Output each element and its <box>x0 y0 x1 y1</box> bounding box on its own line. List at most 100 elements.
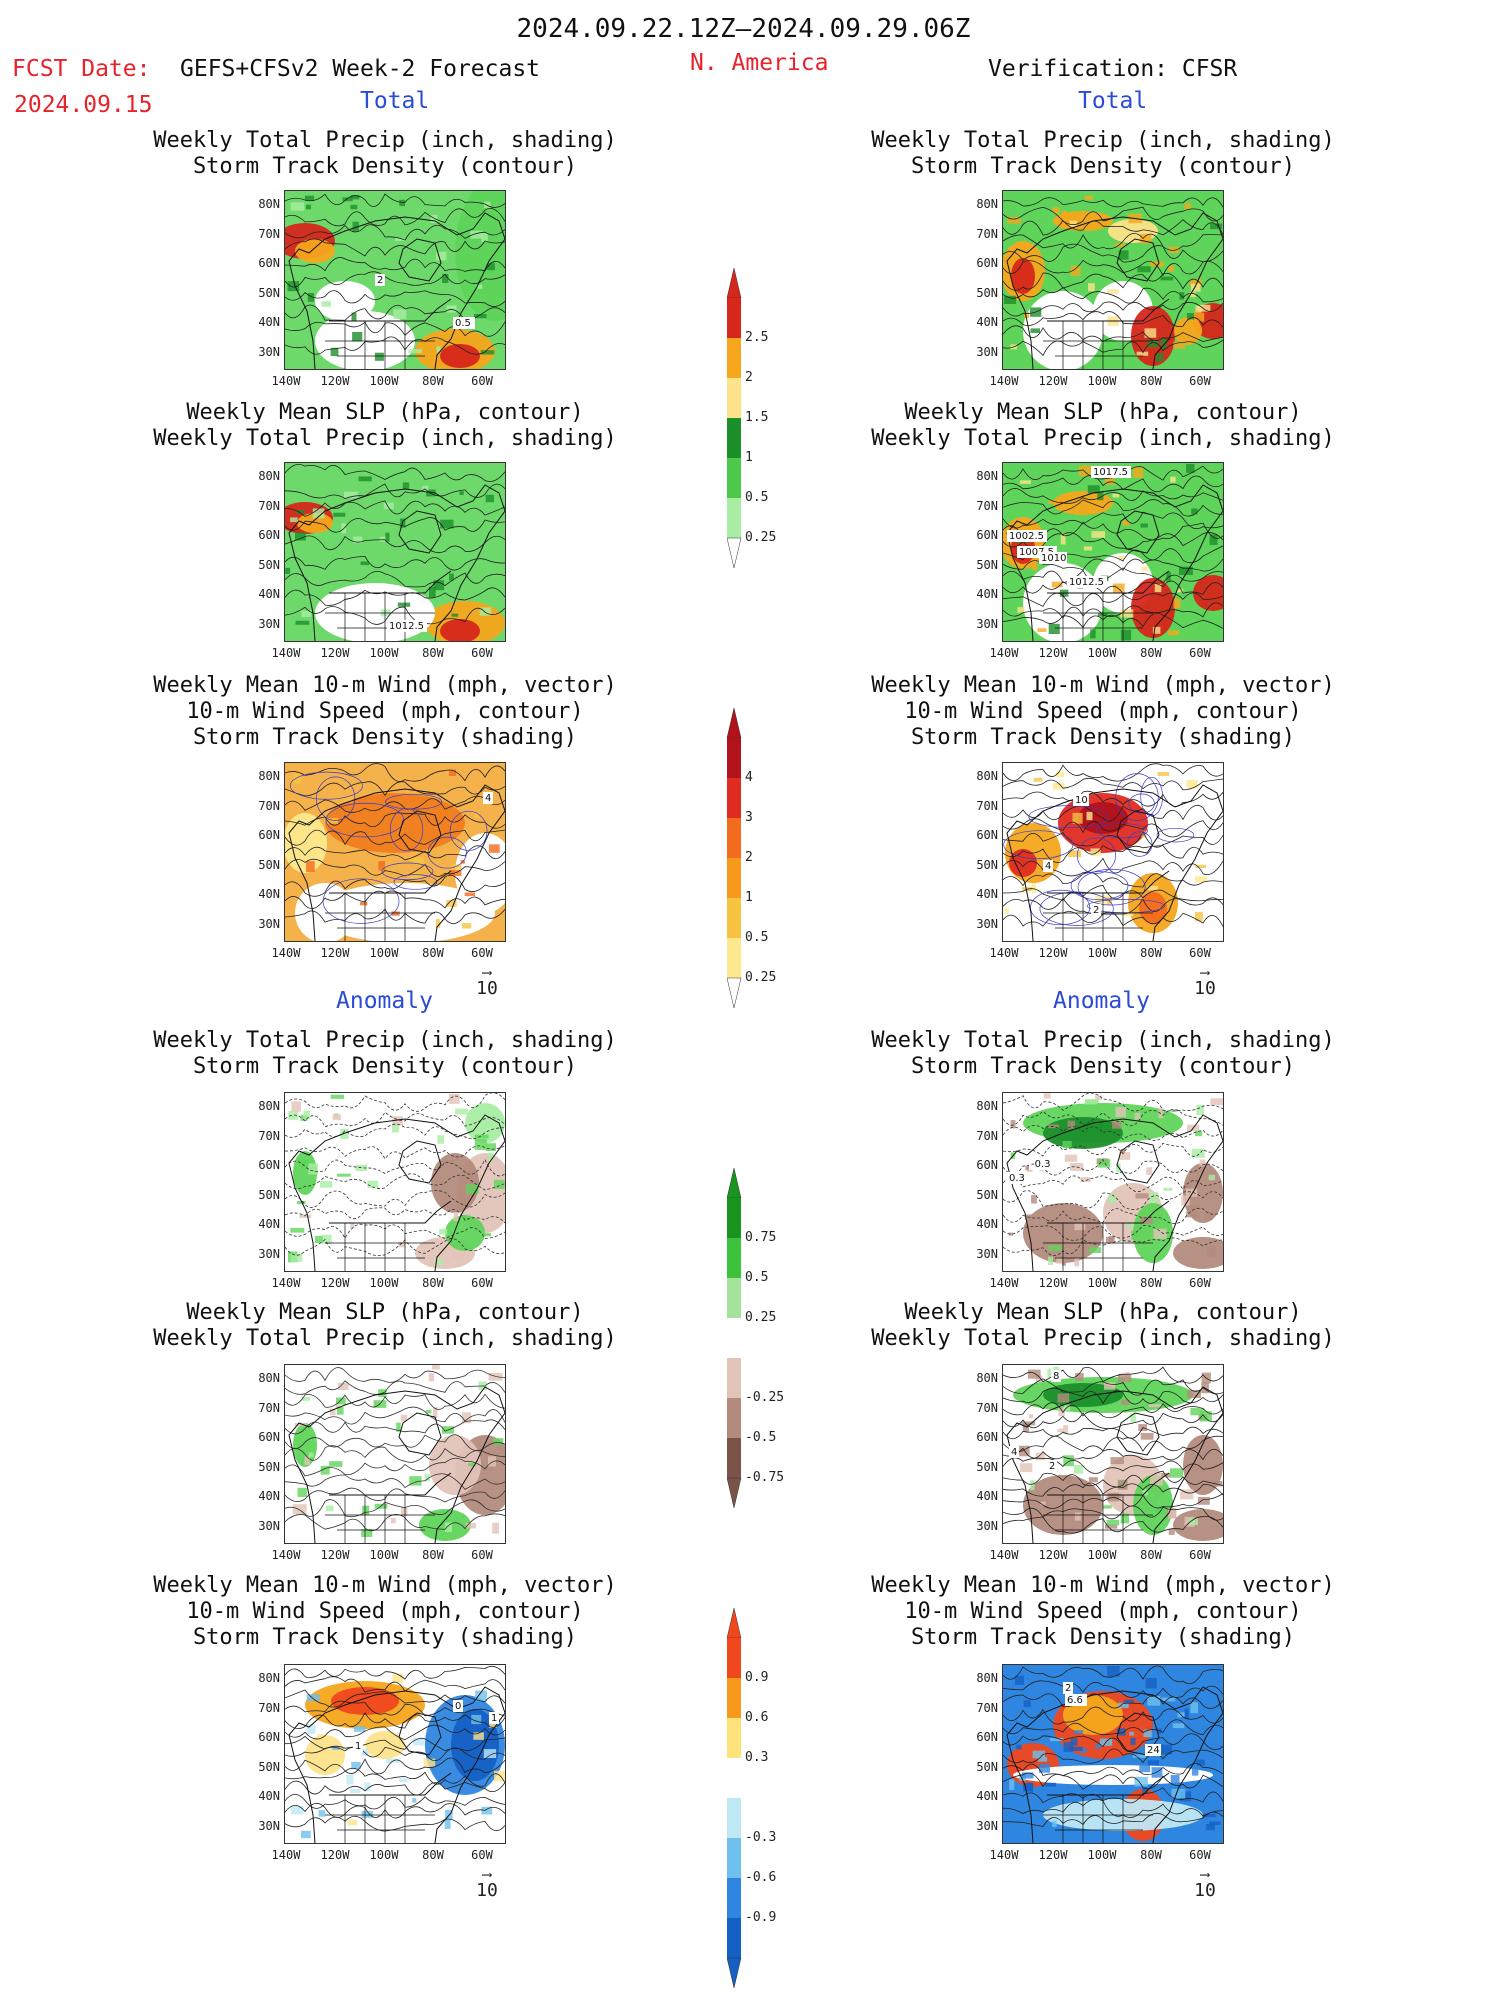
contour-label: 2 <box>375 274 385 286</box>
lat-tick-label: 30N <box>258 916 280 931</box>
lat-tick-label: 60N <box>976 828 998 842</box>
lon-tick-label: 80W <box>1140 646 1162 660</box>
lat-tick-label: 70N <box>976 226 998 241</box>
colorbar-precip-total <box>726 267 797 572</box>
svg-text:4: 4 <box>1011 1447 1017 1458</box>
lat-tick-label: 70N <box>258 1400 280 1415</box>
svg-text:0.5: 0.5 <box>455 318 471 329</box>
lon-tick-label: 80W <box>422 374 444 388</box>
svg-text:2: 2 <box>1093 905 1099 916</box>
lon-tick-label: 140W <box>271 1848 301 1862</box>
map-forecast-wind-track: 4 <box>284 762 506 942</box>
lon-tick-label: 140W <box>989 1276 1019 1290</box>
lat-tick-label: 50N <box>976 557 998 572</box>
lat-tick-label: 80N <box>258 197 280 211</box>
colorbar-tick-label: 1 <box>745 890 753 905</box>
lat-tick-label: 40N <box>976 887 998 901</box>
lat-tick-label: 50N <box>258 285 280 300</box>
colorbar-tick-label: -0.3 <box>745 1830 777 1845</box>
colorbar-segment <box>727 778 741 818</box>
lon-tick-label: 100W <box>369 646 399 660</box>
colorbar-segment <box>727 1278 741 1318</box>
colorbar-precip-anom <box>726 1167 797 1512</box>
lon-tick-label: 120W <box>320 946 350 960</box>
lon-tick-label: 100W <box>369 1848 399 1862</box>
lat-tick-label: 60N <box>258 528 280 542</box>
svg-text:1002.5: 1002.5 <box>1009 531 1044 542</box>
verification-label: Verification: CFSR <box>988 56 1238 82</box>
lon-tick-label: 100W <box>1087 1276 1117 1290</box>
svg-text:1007.5: 1007.5 <box>1019 547 1054 558</box>
lon-tick-label: 60W <box>1189 374 1211 388</box>
shade-patch <box>465 1103 505 1143</box>
colorbar-tick-label: 0.5 <box>745 930 769 945</box>
colorbar-tick-label: 0.75 <box>745 1230 777 1245</box>
date-range: 2024.09.22.12Z–2024.09.29.06Z <box>516 14 971 44</box>
contour-label: 0.5 <box>453 317 475 329</box>
lat-tick-label: 30N <box>976 344 998 359</box>
colorbar-tick-label: 0.25 <box>745 530 777 545</box>
lat-tick-label: 60N <box>258 1158 280 1172</box>
colorbar-segment <box>727 1358 741 1398</box>
colorbar-tick-label: 0.5 <box>745 1270 769 1285</box>
lat-tick-label: 30N <box>258 1246 280 1261</box>
lon-tick-label: 100W <box>1087 646 1117 660</box>
lat-tick-label: 80N <box>976 197 998 211</box>
map-verif-wind-track-anom: 2 6.6 24 <box>1002 1664 1224 1844</box>
shade-patch <box>1011 258 1035 294</box>
lat-tick-label: 60N <box>976 1730 998 1744</box>
lon-tick-label: 120W <box>320 1848 350 1862</box>
colorbar-segment <box>727 298 741 338</box>
lat-tick-label: 70N <box>258 1700 280 1715</box>
lat-tick-label: 50N <box>976 285 998 300</box>
colorbar-segment <box>727 498 741 538</box>
vector-ref-r3: ⟶ 10 <box>1194 965 1216 999</box>
vector-ref-l6: ⟶ 10 <box>476 1867 498 1901</box>
shade-patch <box>451 1709 499 1781</box>
title-l2: Weekly Mean SLP (hPa, contour) Weekly To… <box>153 400 617 451</box>
colorbar-segment <box>727 338 741 378</box>
lat-tick-label: 70N <box>976 1128 998 1143</box>
svg-text:1: 1 <box>491 1713 497 1724</box>
contour-label: -0.3 <box>1029 1158 1057 1170</box>
title-l6: Weekly Mean 10-m Wind (mph, vector) 10-m… <box>153 1573 617 1650</box>
lat-tick-label: 60N <box>976 528 998 542</box>
svg-text:-0.3: -0.3 <box>1031 1159 1051 1170</box>
colorbar-arrow-top <box>726 1607 742 1639</box>
lat-tick-label: 30N <box>258 344 280 359</box>
lon-tick-label: 60W <box>1189 1848 1211 1862</box>
shade-patch <box>440 619 480 641</box>
title-r3: Weekly Mean 10-m Wind (mph, vector) 10-m… <box>871 673 1335 750</box>
colorbar-arrow-top <box>726 267 742 299</box>
lat-tick-label: 40N <box>976 1217 998 1231</box>
contour-label: 4 <box>1043 860 1053 872</box>
svg-text:24: 24 <box>1147 1745 1160 1756</box>
lat-tick-label: 80N <box>258 1371 280 1385</box>
lon-tick-label: 140W <box>989 1548 1019 1562</box>
svg-text:2: 2 <box>1049 1461 1055 1472</box>
map-verif-precip-track <box>1002 190 1224 370</box>
lat-tick-label: 80N <box>258 769 280 783</box>
contour-label: 2 <box>1091 904 1101 916</box>
shade-patch <box>1173 1237 1223 1269</box>
lat-tick-label: 30N <box>258 616 280 631</box>
contour-label: 1012.5 <box>1067 576 1107 588</box>
lat-tick-label: 30N <box>976 1518 998 1533</box>
svg-text:0: 0 <box>455 1701 461 1712</box>
colorbar-segment <box>727 1438 741 1478</box>
colorbar-tick-label: 0.6 <box>745 1710 769 1725</box>
lon-tick-label: 60W <box>1189 1276 1211 1290</box>
lon-tick-label: 60W <box>471 374 493 388</box>
lon-tick-label: 140W <box>271 946 301 960</box>
title-l3: Weekly Mean 10-m Wind (mph, vector) 10-m… <box>153 673 617 750</box>
section-total-left: Total <box>360 88 430 114</box>
colorbar-tick-label: 2 <box>745 850 753 865</box>
lon-tick-label: 80W <box>422 1276 444 1290</box>
lat-tick-label: 30N <box>976 1246 998 1261</box>
colorbar-track-anom <box>726 1607 797 1992</box>
lat-tick-label: 50N <box>258 1759 280 1774</box>
colorbar-segment <box>727 1238 741 1278</box>
colorbar-arrow-bottom <box>726 1477 742 1509</box>
map-verif-slp-precip: 1017.5 1002.5 1007.5 1010 1012.5 <box>1002 462 1224 642</box>
shade-patch <box>295 239 335 263</box>
